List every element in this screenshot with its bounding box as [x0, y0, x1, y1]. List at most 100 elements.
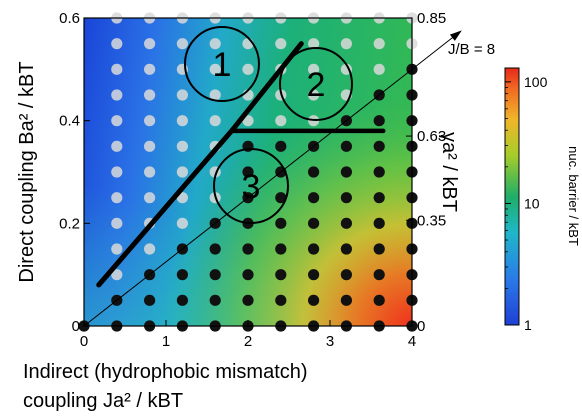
grid-point-black — [340, 243, 352, 255]
x-axis-title-line1: Indirect (hydrophobic mismatch) — [23, 361, 308, 383]
grid-point-gray — [209, 115, 221, 127]
grid-point-gray — [144, 63, 156, 75]
grid-point-gray — [176, 166, 188, 178]
grid-point-black — [340, 192, 352, 204]
grid-point-black — [275, 140, 287, 152]
grid-point-gray — [308, 89, 320, 101]
grid-point-black — [275, 269, 287, 281]
grid-point-gray — [144, 38, 156, 50]
grid-point-gray — [111, 192, 123, 204]
x-tick-label: 0 — [80, 333, 88, 350]
grid-point-gray — [144, 140, 156, 152]
grid-point-gray — [176, 89, 188, 101]
grid-point-gray — [176, 115, 188, 127]
colorbar-title: nuc. barrier / kBT — [566, 146, 581, 246]
colorbar — [504, 67, 520, 326]
right-tick-label: 0.63 — [417, 128, 446, 145]
grid-point-gray — [144, 89, 156, 101]
grid-point-gray — [111, 140, 123, 152]
svg-text:2: 2 — [307, 66, 326, 104]
grid-point-black — [308, 243, 320, 255]
grid-point-gray — [176, 38, 188, 50]
grid-point-black — [373, 243, 385, 255]
grid-point-gray — [111, 38, 123, 50]
grid-point-black — [373, 115, 385, 127]
grid-point-black — [308, 269, 320, 281]
right-tick-label: 0 — [417, 318, 425, 335]
grid-point-black — [340, 294, 352, 306]
grid-point-gray — [144, 243, 156, 255]
grid-point-black — [275, 243, 287, 255]
grid-point-gray — [176, 140, 188, 152]
grid-point-gray — [308, 38, 320, 50]
grid-point-black — [340, 217, 352, 229]
grid-point-gray — [111, 243, 123, 255]
grid-point-gray — [340, 38, 352, 50]
colorbar-tick-label: 100 — [524, 74, 548, 90]
right-ticks: 0 0.35 0.63 0.85 — [406, 10, 446, 335]
grid-point-black — [308, 217, 320, 229]
grid-point-black — [209, 294, 221, 306]
region-2: 2 — [279, 47, 353, 121]
jb-label: J/B = 8 — [448, 41, 495, 58]
y-ticks: 0 0.2 0.4 0.6 — [59, 10, 90, 335]
right-tick-label: 0.35 — [417, 212, 446, 229]
x-tick-label: 3 — [326, 333, 334, 350]
region-1: 1 — [184, 26, 260, 102]
x-ticks: 0 1 2 3 4 — [80, 320, 416, 350]
y-axis-title: Direct coupling Ba² / kBT — [16, 61, 38, 282]
grid-point-gray — [275, 115, 287, 127]
grid-point-black — [176, 294, 188, 306]
grid-point-black — [308, 166, 320, 178]
grid-point-gray — [209, 63, 221, 75]
grid-point-black — [209, 243, 221, 255]
x-tick-label: 1 — [162, 333, 170, 350]
y-tick-label: 0.6 — [59, 10, 80, 27]
grid-point-gray — [144, 115, 156, 127]
colorbar-ticks: 1 10 100 — [505, 74, 548, 333]
grid-point-gray — [275, 38, 287, 50]
jb-ratio-line — [83, 33, 458, 327]
y-tick-label: 0 — [72, 318, 80, 335]
colorbar-tick-label: 10 — [524, 195, 540, 211]
grid-point-black — [373, 269, 385, 281]
x-tick-label: 2 — [244, 333, 252, 350]
grid-point-gray — [111, 217, 123, 229]
grid-point-black — [242, 166, 254, 178]
grid-point-gray — [144, 192, 156, 204]
grid-point-black — [144, 294, 156, 306]
grid-point-black — [242, 243, 254, 255]
grid-point-gray — [176, 217, 188, 229]
grid-point-black — [340, 166, 352, 178]
grid-point-black — [340, 269, 352, 281]
grid-point-black — [275, 192, 287, 204]
grid-point-black — [242, 294, 254, 306]
y-tick-label: 0.4 — [59, 113, 80, 130]
grid-point-gray — [209, 38, 221, 50]
grid-point-black — [308, 192, 320, 204]
svg-text:1: 1 — [213, 46, 232, 84]
right-tick-label: 0.85 — [417, 10, 446, 27]
grid-point-black — [373, 294, 385, 306]
svg-text:3: 3 — [242, 168, 261, 206]
x-tick-label: 4 — [408, 333, 416, 350]
colorbar-tick-label: 1 — [524, 317, 532, 333]
grid-point-black — [308, 294, 320, 306]
grid-point-black — [242, 269, 254, 281]
x-axis-title-line2: coupling Ja² / kBT — [23, 390, 183, 412]
grid-point-gray — [111, 269, 123, 281]
grid-point-black — [373, 192, 385, 204]
grid-point-gray — [144, 166, 156, 178]
grid-point-gray — [111, 115, 123, 127]
right-axis-title: γa² / kBT — [438, 132, 460, 212]
jb-arrowhead — [449, 30, 462, 41]
grid-point-black — [373, 140, 385, 152]
region-3: 3 — [213, 148, 289, 224]
grid-point-gray — [373, 38, 385, 50]
grid-point-black — [209, 269, 221, 281]
grid-point-gray — [111, 166, 123, 178]
grid-point-black — [340, 140, 352, 152]
grid-point-gray — [308, 63, 320, 75]
grid-point-black — [373, 166, 385, 178]
